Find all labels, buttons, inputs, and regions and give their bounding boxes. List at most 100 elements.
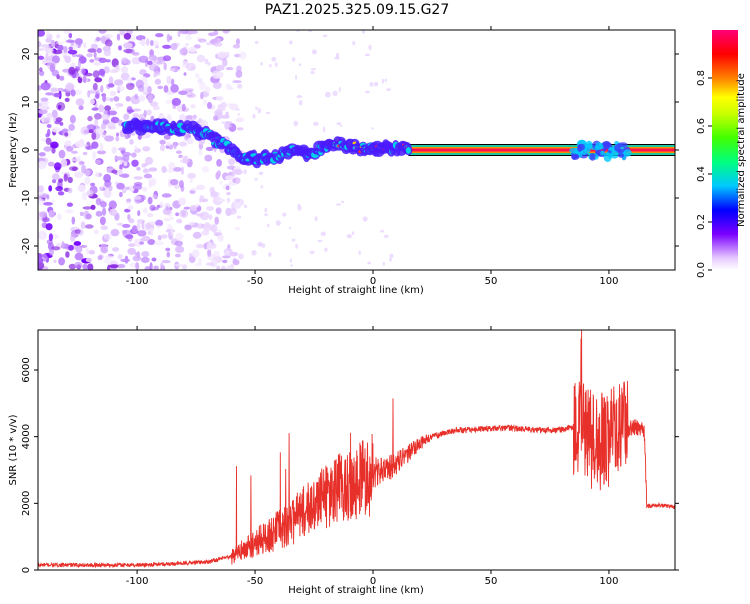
spectrogram-noise-blob [52,173,60,181]
spectrogram-noise-blob [166,141,171,147]
spectrogram-noise-blob [76,156,81,162]
spectrogram-noise-blob [282,212,287,217]
spectrogram-noise-blob [258,171,264,176]
spectrogram-noise-blob [175,150,182,154]
spectrogram-noise-blob [185,115,193,120]
spectrogram-noise-blob [146,109,152,116]
spectrogram-noise-blob [205,42,213,46]
spectrogram-noise-blob [198,117,203,123]
spectrogram-noise-blob [93,61,102,66]
spectrogram-noise-blob [101,131,107,139]
spectrogram-noise-blob [170,84,179,93]
spectrogram-noise-blob [293,120,299,127]
spectrogram-noise-blob [334,56,340,60]
spectrogram-noise-blob [100,225,109,230]
snr-ytick-label: 6000 [21,357,32,382]
spectrogram-noise-blob [95,210,103,217]
spectrogram-noise-blob [389,257,392,262]
spectrogram-noise-blob [131,152,137,158]
snr-xtick-label: 100 [599,576,618,587]
spectrogram-noise-blob [271,57,277,62]
spectrogram-noise-blob [225,175,235,181]
spectrogram-noise-blob [84,224,94,229]
spectrogram-noise-blob [225,121,231,125]
spectrogram-noise-blob [68,123,75,131]
spectrogram-noise-blob [68,46,73,51]
spectrogram-noise-blob [116,264,126,269]
snr-xtick-label: 50 [485,576,498,587]
spectrogram-noise-blob [268,252,272,257]
spectrogram-noise-blob [125,96,131,102]
spectrogram-noise-blob [133,195,142,200]
spectrogram-noise-blob [75,98,85,106]
spectrogram-noise-blob [119,30,126,36]
spectrogram-noise-blob [148,181,153,189]
spectrogram-noise-blob [90,43,98,49]
spectrogram-noise-blob [217,51,227,58]
spectrogram-noise-blob [38,261,45,270]
spectrogram-noise-blob [170,78,175,86]
spectrogram-noise-blob [195,243,204,249]
spectrogram-noise-blob [102,94,106,103]
spectrogram-noise-blob [98,186,104,191]
spectrogram-noise-blob [38,47,46,52]
spectrogram-noise-blob [221,121,227,124]
spectrogram-noise-blob [141,220,145,230]
spectrogram-noise-blob [103,173,111,183]
spectrogram-noise-blob [191,187,199,191]
spectrogram-noise-blob [161,165,167,174]
spectrogram-noise-blob [117,147,127,151]
spectrogram-noise-blob [152,105,160,111]
spectrogram-noise-blob [148,63,159,71]
spectrogram-noise-blob [137,84,144,92]
spectrogram-noise-blob [100,247,106,251]
colorbar-label: Normalized spectral amplitude [736,73,747,227]
spectrogram-noise-blob [217,234,224,242]
spectrogram-noise-blob [179,209,189,218]
spectrogram-noise-blob [207,32,217,37]
spectrogram-noise-blob [232,44,241,49]
spectrogram-noise-blob [153,40,160,47]
spectrogram-noise-blob [38,198,45,206]
spectrogram-noise-blob [200,40,205,43]
spectrogram-noise-blob [175,253,181,258]
spectrogram-ytick-label: 0 [21,147,32,153]
spectrogram-noise-blob [150,40,154,46]
spectrogram-noise-blob [148,167,158,172]
spectrogram-noise-blob [91,132,97,141]
spectrogram-ridge-blob [623,149,632,157]
spectrogram-noise-blob [39,211,47,218]
spectrogram-noise-blob [205,86,211,94]
spectrogram-noise-blob [150,101,159,107]
spectrogram-noise-blob [368,44,372,51]
spectrogram-noise-blob [82,191,87,201]
spectrogram-noise-blob [151,257,157,262]
spectrogram-noise-blob [220,265,227,270]
spectrogram-noise-blob [157,225,161,229]
spectrogram-noise-blob [222,255,231,259]
spectrogram-noise-blob [123,160,128,167]
spectrogram-noise-blob [163,218,171,222]
spectrogram-ylabel: Frequency (Hz) [8,112,19,188]
snr-xlabel: Height of straight line (km) [288,585,424,596]
spectrogram-noise-blob [324,247,328,252]
spectrogram-noise-blob [120,173,130,178]
spectrogram-noise-blob [178,154,183,159]
spectrogram-noise-blob [74,38,83,45]
spectrogram-noise-blob [131,56,141,65]
spectrogram-noise-blob [123,113,130,121]
spectrogram-noise-blob [85,257,93,263]
spectrogram-noise-blob [380,229,385,233]
spectrogram-noise-blob [45,137,52,145]
spectrogram-noise-blob [235,108,240,111]
spectrogram-noise-blob [143,207,148,214]
spectrogram-noise-blob [86,190,94,197]
spectrogram-noise-blob [100,201,107,208]
spectrogram-noise-blob [66,202,73,207]
spectrogram-noise-blob [86,53,93,58]
spectrogram-noise-blob [204,154,213,162]
spectrogram-noise-blob [157,85,164,90]
spectrogram-noise-blob [166,75,172,85]
spectrogram-noise-blob [187,172,197,179]
spectrogram-noise-blob [57,44,64,52]
